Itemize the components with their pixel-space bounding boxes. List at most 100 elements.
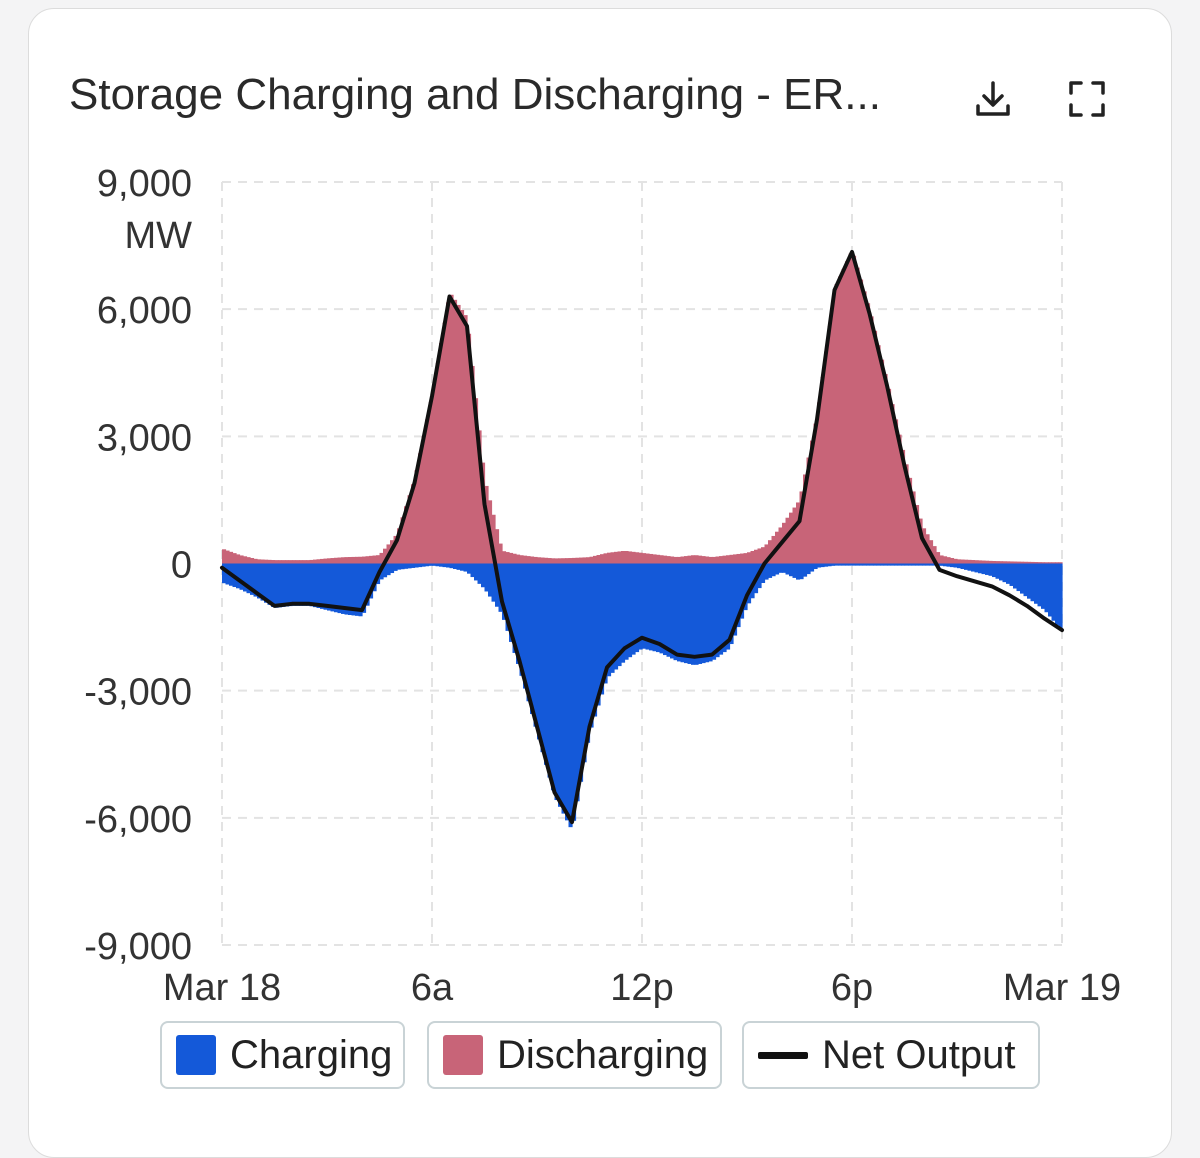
discharging-bar-161 [785, 517, 790, 564]
fullscreen-icon [1069, 81, 1105, 117]
discharging-bar-65 [449, 294, 454, 564]
discharging-bar-89 [533, 556, 538, 564]
discharging-bar-53 [407, 495, 412, 564]
y-tick-label-4: -3,000 [84, 672, 192, 714]
discharging-bar-233 [1037, 562, 1042, 564]
charging-bar-39 [358, 563, 363, 617]
charging-bar-67 [456, 563, 461, 570]
discharging-bar-184 [866, 303, 871, 564]
fullscreen-button[interactable] [1063, 75, 1111, 123]
discharging-bar-196 [908, 477, 913, 564]
charging-bar-181 [855, 563, 860, 566]
discharging-bar-108 [600, 554, 605, 564]
legend-label-net-output: Net Output [822, 1032, 1016, 1077]
discharging-bar-239 [1058, 562, 1063, 564]
charging-bar-24 [306, 563, 311, 606]
charging-bar-70 [467, 563, 472, 574]
legend-item-charging[interactable]: Charging [160, 1021, 405, 1089]
charging-bar-221 [995, 563, 1000, 579]
discharging-bar-69 [463, 315, 468, 564]
discharging-swatch [443, 1035, 483, 1075]
charging-bar-82 [509, 563, 514, 642]
discharging-bar-169 [813, 423, 818, 564]
charging-bar-5 [239, 563, 244, 590]
charging-bar-163 [792, 563, 797, 578]
discharging-bar-193 [897, 434, 902, 564]
y-tick-label-1: 6,000 [97, 290, 192, 332]
charging-bar-115 [624, 563, 629, 660]
charging-bar-218 [985, 563, 990, 575]
discharging-bar-191 [890, 404, 895, 564]
charging-bar-156 [768, 563, 773, 578]
charging-bar-212 [964, 563, 969, 570]
discharging-bar-88 [530, 556, 535, 564]
discharging-bar-149 [743, 553, 748, 564]
discharging-bar-234 [1041, 562, 1046, 564]
charging-bar-81 [505, 563, 510, 631]
discharging-bar-228 [1020, 561, 1025, 564]
discharging-bar-154 [761, 547, 766, 564]
charging-bar-101 [575, 563, 580, 802]
charging-bar-22 [299, 563, 304, 606]
discharging-bar-223 [1002, 561, 1007, 564]
discharging-bar-230 [1027, 561, 1032, 564]
charging-bar-151 [750, 563, 755, 599]
charging-bar-144 [726, 563, 731, 650]
discharging-bar-63 [442, 322, 447, 564]
charging-bar-126 [663, 563, 668, 656]
discharging-bar-117 [631, 551, 636, 564]
discharging-bar-85 [519, 555, 524, 564]
discharging-bar-222 [999, 561, 1004, 564]
charging-bar-60 [432, 563, 437, 566]
charging-bar-65 [449, 563, 454, 569]
discharging-bar-215 [974, 560, 979, 564]
charging-bar-48 [390, 563, 395, 574]
discharging-bar-71 [470, 365, 475, 564]
download-button[interactable] [969, 75, 1017, 123]
discharging-bar-211 [960, 559, 965, 564]
discharging-bar-118 [635, 552, 640, 564]
discharging-bar-119 [638, 552, 643, 564]
charging-bar-46 [383, 563, 388, 578]
charging-bar-164 [796, 563, 801, 580]
discharging-bar-50 [397, 528, 402, 564]
y-unit-label: MW [124, 215, 192, 257]
discharging-bar-14 [271, 560, 276, 564]
charging-bar-121 [645, 563, 650, 650]
charging-bar-51 [400, 563, 405, 570]
charging-bar-91 [540, 563, 545, 753]
discharging-bar-137 [701, 556, 706, 564]
charging-bar-154 [761, 563, 766, 583]
charging-bar-107 [596, 563, 601, 706]
charging-bar-184 [866, 563, 871, 566]
charging-bar-53 [407, 563, 412, 569]
legend-item-discharging[interactable]: Discharging [427, 1021, 722, 1089]
discharging-bar-39 [358, 556, 363, 564]
charging-bar-58 [425, 563, 430, 567]
discharging-bar-80 [502, 551, 507, 564]
discharging-bar-32 [334, 557, 339, 564]
charging-bar-187 [876, 563, 881, 566]
charging-bar-143 [722, 563, 727, 653]
discharging-bar-19 [288, 560, 293, 564]
charging-bar-214 [971, 563, 976, 572]
discharging-bar-156 [768, 540, 773, 564]
charging-bar-210 [957, 563, 962, 569]
charging-bar-229 [1023, 563, 1028, 597]
charging-bar-19 [288, 563, 293, 607]
charging-bar-76 [488, 563, 493, 597]
discharging-bar-226 [1013, 561, 1018, 564]
discharging-bar-100 [572, 557, 577, 564]
discharging-bar-232 [1034, 562, 1039, 564]
x-tick-label-1: 6a [411, 967, 454, 1009]
discharging-bar-181 [855, 267, 860, 564]
charging-bar-47 [386, 563, 391, 576]
discharging-bar-144 [726, 555, 731, 564]
discharging-bar-165 [799, 491, 804, 564]
charging-bar-192 [894, 563, 899, 566]
charging-bar-20 [292, 563, 297, 606]
legend-item-net-output[interactable]: Net Output [742, 1021, 1040, 1089]
discharging-bar-41 [365, 556, 370, 564]
discharging-bar-194 [901, 449, 906, 564]
discharging-bar-155 [764, 544, 769, 564]
